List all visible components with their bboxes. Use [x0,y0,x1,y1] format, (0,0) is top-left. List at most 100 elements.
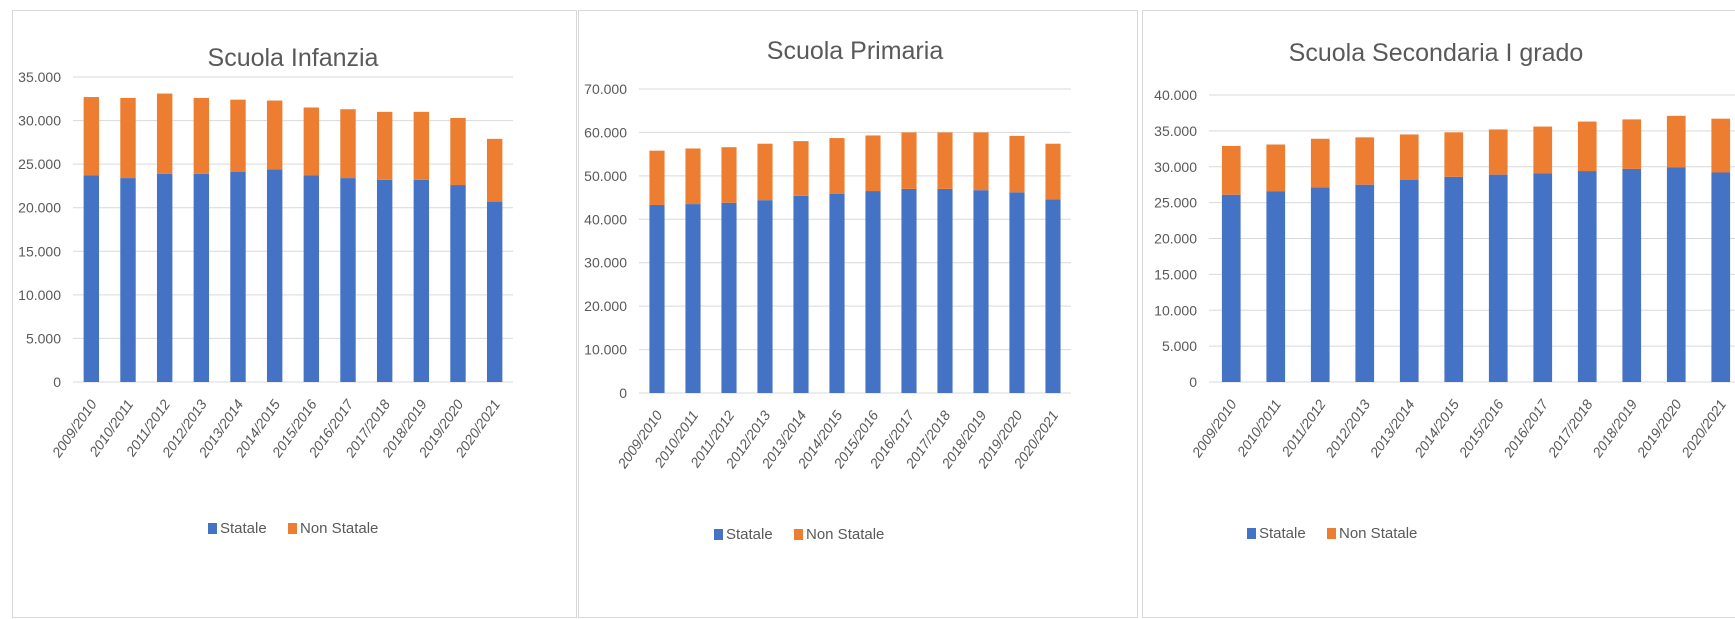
bar-non-statale [685,148,701,205]
y-tick-label: 30.000 [584,255,627,271]
bar-non-statale [156,93,173,174]
bar-non-statale [486,138,503,202]
bar-non-statale [1266,144,1286,192]
bar-non-statale [1711,118,1731,173]
bar-statale [865,191,881,393]
bar-statale [120,178,136,382]
legend-swatch-non-statale [794,529,803,540]
y-tick-label: 5.000 [1162,338,1197,354]
bar-non-statale [376,111,393,180]
legend-label-statale: Statale [726,526,773,543]
x-tick-label: 2009/2010 [1188,396,1240,460]
y-tick-label: 35.000 [18,69,61,85]
bar-non-statale [865,135,881,192]
x-tick-label: 2010/2011 [1233,397,1284,460]
bar-statale [1310,187,1330,382]
y-tick-label: 40.000 [1154,87,1197,103]
bar-non-statale [937,132,953,189]
bar-statale [450,185,466,382]
bar-non-statale [340,109,356,179]
y-tick-label: 15.000 [1154,266,1197,282]
bar-statale [1221,194,1241,382]
chart-title: Scuola Infanzia [208,44,379,72]
chart-panel-primaria: Scuola Primaria 0 10.000 20.000 30.000 40.000… [578,10,1138,618]
bar-statale [1355,184,1375,382]
bar-statale [1577,171,1597,382]
bar-non-statale [450,117,466,186]
bar-statale [1711,172,1731,382]
bar-statale [266,169,283,382]
y-tick-label: 10.000 [584,342,627,358]
y-tick-label: 20.000 [1154,231,1197,247]
bar-statale [1622,168,1642,382]
bar-statale [649,204,665,393]
legend-label-non-statale: Non Statale [300,520,378,537]
x-tick-label: 2011/2012 [1278,396,1329,460]
y-tick-label: 50.000 [584,168,627,184]
y-tick-label: 60.000 [584,124,627,140]
bar-non-statale [1666,115,1686,168]
bar-non-statale [901,132,917,189]
bar-non-statale [1009,135,1025,193]
bar-non-statale [757,143,773,201]
bar-non-statale [120,97,136,179]
bar-non-statale [1310,138,1330,188]
bar-statale [156,173,173,382]
bar-statale [1266,191,1286,382]
bar-non-statale [266,100,283,170]
legend-swatch-statale [208,523,217,534]
bar-statale [1399,179,1419,382]
bar-statale [1533,173,1553,382]
y-tick-label: 0 [1189,374,1197,390]
bar-non-statale [193,97,210,174]
legend-swatch-statale [714,529,723,540]
y-tick-label: 40.000 [584,211,627,227]
bar-non-statale [413,111,430,180]
y-tick-label: 15.000 [18,243,61,259]
bar-non-statale [829,138,845,194]
bar-statale [193,173,210,382]
bar-statale [721,202,737,393]
y-tick-label: 10.000 [18,287,61,303]
chart-panel-secondaria: Scuola Secondaria I grado 0 5.000 10.000 15.… [1142,10,1735,618]
bar-statale [340,178,356,382]
y-tick-label: 20.000 [18,200,61,216]
y-tick-label: 30.000 [18,113,61,129]
chart-title: Scuola Primaria [767,37,944,65]
bar-non-statale [83,97,100,176]
chart-svg: Scuola Secondaria I grado 0 5.000 10.000 15.… [1154,39,1735,542]
bar-statale [83,175,100,382]
legend-label-statale: Statale [220,520,267,537]
bar-non-statale [1533,126,1553,174]
bar-statale [829,193,845,393]
bar-statale [973,190,989,393]
bar-statale [901,188,917,393]
legend-label-statale: Statale [1259,525,1306,542]
bar-non-statale [1399,134,1419,180]
bar-statale [303,175,320,382]
bar-statale [685,204,701,393]
bar-non-statale [973,132,989,191]
y-tick-label: 35.000 [1154,123,1197,139]
bar-non-statale [1221,145,1241,195]
bar-statale [1488,174,1508,382]
bar-statale [1444,176,1464,382]
bar-statale [757,200,773,393]
bar-statale [1045,199,1061,393]
bar-non-statale [1622,119,1642,169]
bar-statale [486,201,503,382]
bar-statale [230,171,246,382]
legend-swatch-statale [1247,528,1256,539]
bar-non-statale [1577,121,1597,172]
y-tick-label: 70.000 [584,81,627,97]
bar-statale [1009,192,1025,393]
bar-non-statale [303,107,320,176]
bar-non-statale [649,150,665,205]
bar-statale [937,188,953,393]
y-tick-label: 25.000 [18,156,61,172]
y-tick-label: 0 [53,374,61,390]
bar-non-statale [721,147,737,203]
y-tick-label: 25.000 [1154,195,1197,211]
y-tick-label: 30.000 [1154,159,1197,175]
legend-label-non-statale: Non Statale [806,526,884,543]
